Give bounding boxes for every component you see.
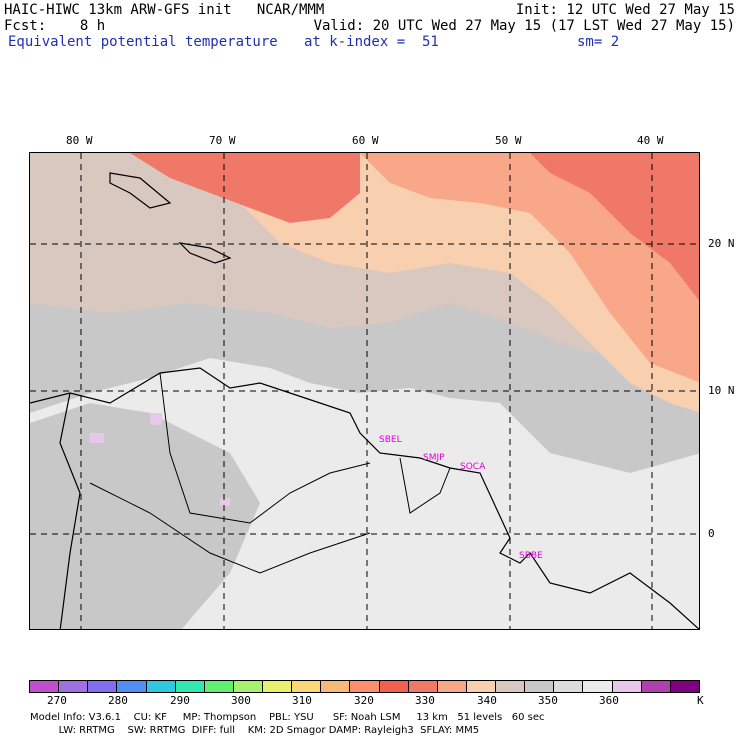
cbar-tick-360: 360 xyxy=(599,694,619,707)
colorbar-swatch xyxy=(525,681,555,692)
colorbar-swatch xyxy=(175,681,205,692)
lon-label-80w: 80 W xyxy=(66,134,93,147)
colorbar-swatch xyxy=(670,681,699,692)
coastlines xyxy=(30,172,699,629)
valid-time: Valid: 20 UTC Wed 27 May 15 (17 LST Wed … xyxy=(313,18,735,34)
colorbar-swatch xyxy=(59,681,89,692)
cbar-tick-340: 340 xyxy=(477,694,497,707)
cbar-units: K xyxy=(697,694,704,707)
cbar-tick-270: 270 xyxy=(47,694,67,707)
field-lavender-1 xyxy=(90,433,104,443)
colorbar-swatch xyxy=(641,681,671,692)
cbar-tick-330: 330 xyxy=(415,694,435,707)
colorbar-swatch xyxy=(612,681,642,692)
border-brazil xyxy=(89,482,371,574)
cbar-tick-280: 280 xyxy=(108,694,128,707)
colorbar-swatch xyxy=(263,681,293,692)
colorbar-swatch xyxy=(146,681,176,692)
colorbar-swatch xyxy=(466,681,496,692)
init-time: Init: 12 UTC Wed 27 May 15 xyxy=(515,2,735,18)
border-venezuela xyxy=(159,372,371,524)
colorbar-swatch xyxy=(437,681,467,692)
lat-label-10n: 10 N xyxy=(708,384,735,397)
cbar-tick-290: 290 xyxy=(170,694,190,707)
graticule xyxy=(30,153,699,629)
field-red-northwest xyxy=(130,153,360,223)
border-guyana xyxy=(399,457,451,514)
colorbar-swatch xyxy=(554,681,584,692)
model-title: HAIC-HIWC 13km ARW-GFS init NCAR/MMM xyxy=(4,2,325,18)
level-label: at k-index = 51 xyxy=(304,34,439,50)
model-info-line1: Model Info: V3.6.1 CU: KF MP: Thompson P… xyxy=(30,712,545,723)
lon-label-60w: 60 W xyxy=(352,134,379,147)
field-name: Equivalent potential temperature xyxy=(8,34,278,50)
station-sbbe: SBBE xyxy=(519,551,543,561)
colorbar-swatch xyxy=(204,681,234,692)
field-red-northeast xyxy=(530,153,699,301)
station-sbel: SBEL xyxy=(379,435,402,445)
lon-label-50w: 50 W xyxy=(495,134,522,147)
lat-label-0: 0 xyxy=(708,527,715,540)
cbar-tick-300: 300 xyxy=(231,694,251,707)
map-panel: SBEL SMJP SOCA SBBE xyxy=(29,152,700,630)
theta-e-field: SBEL SMJP SOCA SBBE xyxy=(30,153,699,629)
lon-label-70w: 70 W xyxy=(209,134,236,147)
colorbar xyxy=(29,680,700,693)
colorbar-swatch xyxy=(88,681,118,692)
lat-label-20n: 20 N xyxy=(708,237,735,250)
coast-cuba xyxy=(109,172,172,209)
cbar-tick-350: 350 xyxy=(538,694,558,707)
smoothing-label: sm= 2 xyxy=(577,34,620,50)
colorbar-swatch xyxy=(117,681,147,692)
station-smjp: SMJP xyxy=(423,453,445,463)
field-gray-west xyxy=(30,403,260,629)
colorbar-swatch xyxy=(233,681,263,692)
colorbar-swatch xyxy=(321,681,351,692)
colorbar-swatch xyxy=(350,681,380,692)
colorbar-swatch xyxy=(379,681,409,692)
field-lavender-3 xyxy=(220,498,230,506)
field-lavender-2 xyxy=(150,413,162,425)
model-info-line2: LW: RRTMG SW: RRTMG DIFF: full KM: 2D Sm… xyxy=(30,725,480,736)
station-soca: SOCA xyxy=(460,462,486,472)
colorbar-swatch xyxy=(496,681,526,692)
borders xyxy=(89,372,451,574)
colorbar-swatch xyxy=(30,681,60,692)
colorbar-swatch xyxy=(408,681,438,692)
colorbar-swatch xyxy=(292,681,322,692)
lon-label-40w: 40 W xyxy=(637,134,664,147)
cbar-tick-320: 320 xyxy=(354,694,374,707)
colorbar-swatch xyxy=(583,681,613,692)
cbar-tick-310: 310 xyxy=(292,694,312,707)
coast-hispaniola xyxy=(178,242,232,264)
forecast-hour: Fcst: 8 h xyxy=(4,18,106,34)
coast-pacific xyxy=(59,392,81,629)
coast-south-america-north xyxy=(30,367,699,629)
